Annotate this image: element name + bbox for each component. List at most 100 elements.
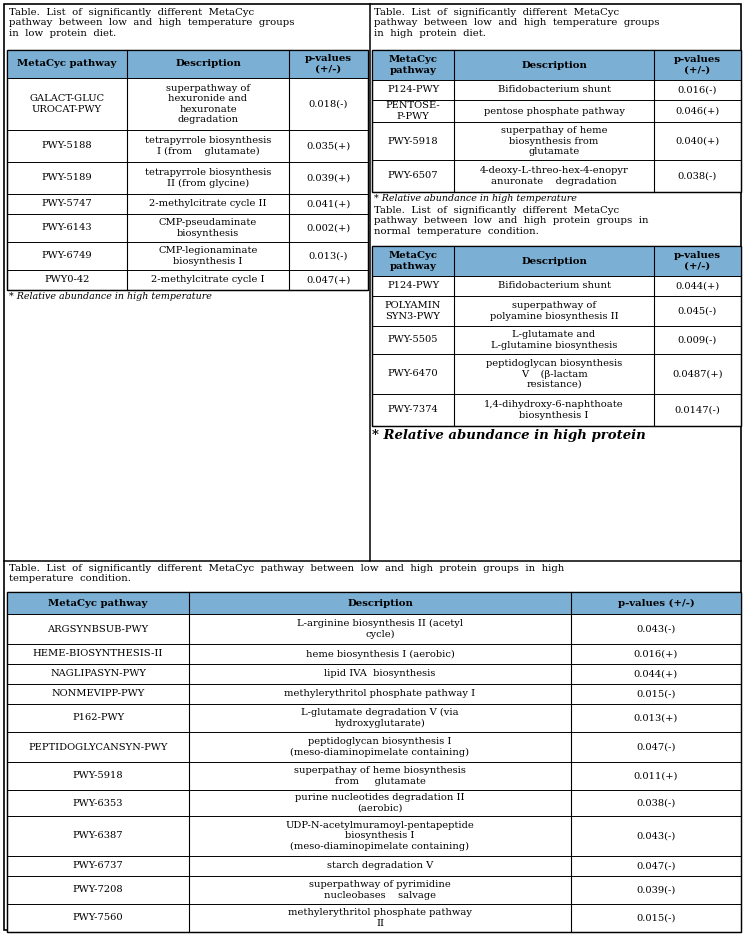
Text: 0.011(+): 0.011(+) <box>634 771 678 781</box>
Bar <box>372 50 741 192</box>
Bar <box>7 592 741 614</box>
Text: MetaCyc pathway: MetaCyc pathway <box>17 60 117 68</box>
Text: methylerythritol phosphate pathway
II: methylerythritol phosphate pathway II <box>288 908 472 927</box>
Text: 0.016(+): 0.016(+) <box>634 649 678 658</box>
Text: 0.047(-): 0.047(-) <box>636 743 676 752</box>
Text: 0.043(-): 0.043(-) <box>636 625 676 633</box>
Text: 0.047(+): 0.047(+) <box>306 276 351 285</box>
Text: 0.040(+): 0.040(+) <box>676 136 720 146</box>
Text: Table.  List  of  significantly  different  MetaCyc
pathway  between  low  and  : Table. List of significantly different M… <box>374 206 648 235</box>
Text: CMP-pseudaminate
biosynthesis: CMP-pseudaminate biosynthesis <box>159 219 257 237</box>
Text: 0.043(-): 0.043(-) <box>636 831 676 841</box>
Text: starch degradation V: starch degradation V <box>327 861 433 870</box>
Text: 0.039(-): 0.039(-) <box>636 885 676 895</box>
Text: 2-methylcitrate cycle I: 2-methylcitrate cycle I <box>151 276 264 285</box>
Text: PWY-5918: PWY-5918 <box>387 136 438 146</box>
Text: P124-PWY: P124-PWY <box>387 86 439 94</box>
Text: L-glutamate and
L-glutamine biosynthesis: L-glutamate and L-glutamine biosynthesis <box>491 331 617 349</box>
Text: tetrapyrrole biosynthesis
I (from    glutamate): tetrapyrrole biosynthesis I (from glutam… <box>145 136 271 156</box>
Text: PWY-6143: PWY-6143 <box>42 223 92 233</box>
Text: PWY-7374: PWY-7374 <box>387 405 438 415</box>
Bar <box>7 592 741 932</box>
Text: 0.039(+): 0.039(+) <box>306 174 351 182</box>
Text: 0.044(+): 0.044(+) <box>634 670 678 678</box>
Text: 0.038(-): 0.038(-) <box>636 799 676 808</box>
Text: PWY0-42: PWY0-42 <box>44 276 89 285</box>
Text: superpathway of pyrimidine
nucleobases    salvage: superpathway of pyrimidine nucleobases s… <box>309 881 451 899</box>
Text: L-arginine biosynthesis II (acetyl
cycle): L-arginine biosynthesis II (acetyl cycle… <box>297 619 463 639</box>
Text: 1,4-dihydroxy-6-naphthoate
biosynthesis I: 1,4-dihydroxy-6-naphthoate biosynthesis … <box>484 401 624 419</box>
Bar <box>7 50 368 78</box>
Text: PWY-5747: PWY-5747 <box>42 200 92 208</box>
Text: 0.0487(+): 0.0487(+) <box>672 370 723 378</box>
Text: 0.018(-): 0.018(-) <box>308 100 348 108</box>
Text: 0.044(+): 0.044(+) <box>676 281 720 290</box>
Text: PEPTIDOGLYCANSYN-PWY: PEPTIDOGLYCANSYN-PWY <box>28 743 168 752</box>
Text: Description: Description <box>347 599 413 607</box>
Text: purine nucleotides degradation II
(aerobic): purine nucleotides degradation II (aerob… <box>295 793 465 813</box>
Text: * Relative abundance in high protein: * Relative abundance in high protein <box>372 429 646 442</box>
Text: PWY-7560: PWY-7560 <box>73 913 124 923</box>
Text: CMP-legionaminate
biosynthesis I: CMP-legionaminate biosynthesis I <box>158 247 258 265</box>
Text: 0.009(-): 0.009(-) <box>678 335 717 345</box>
Text: 0.015(-): 0.015(-) <box>636 689 676 699</box>
Text: superpathay of heme
biosynthesis from
glutamate: superpathay of heme biosynthesis from gl… <box>501 126 607 156</box>
Text: 0.041(+): 0.041(+) <box>306 200 351 208</box>
Text: lipid IVA  biosynthesis: lipid IVA biosynthesis <box>324 670 436 678</box>
Text: L-glutamate degradation V (via
hydroxyglutarate): L-glutamate degradation V (via hydroxygl… <box>301 708 459 728</box>
Text: p-values
(+/-): p-values (+/-) <box>674 55 721 75</box>
Text: 0.016(-): 0.016(-) <box>678 86 717 94</box>
Text: superpathay of heme biosynthesis
from     glutamate: superpathay of heme biosynthesis from gl… <box>294 766 466 785</box>
Text: 0.002(+): 0.002(+) <box>306 223 351 233</box>
Text: Table.  List  of  significantly  different  MetaCyc  pathway  between  low  and : Table. List of significantly different M… <box>9 564 564 584</box>
Text: PWY-6353: PWY-6353 <box>73 799 123 808</box>
Text: Bifidobacterium shunt: Bifidobacterium shunt <box>498 281 610 290</box>
Text: 0.047(-): 0.047(-) <box>636 861 676 870</box>
Text: PWY-5505: PWY-5505 <box>387 335 438 345</box>
Text: PWY-6737: PWY-6737 <box>72 861 124 870</box>
Text: PWY-7208: PWY-7208 <box>73 885 124 895</box>
Text: Description: Description <box>521 61 587 69</box>
Bar <box>372 246 741 426</box>
Text: superpathway of
polyamine biosynthesis II: superpathway of polyamine biosynthesis I… <box>489 302 618 320</box>
Bar <box>372 246 741 426</box>
Text: 0.0147(-): 0.0147(-) <box>674 405 720 415</box>
Text: 2-methylcitrate cycle II: 2-methylcitrate cycle II <box>149 200 267 208</box>
Text: Description: Description <box>175 60 241 68</box>
Text: ARGSYNBSUB-PWY: ARGSYNBSUB-PWY <box>48 625 148 633</box>
Text: 0.035(+): 0.035(+) <box>306 141 351 150</box>
Text: PWY-6470: PWY-6470 <box>387 370 438 378</box>
Text: heme biosynthesis I (aerobic): heme biosynthesis I (aerobic) <box>305 649 454 658</box>
Text: methylerythritol phosphate pathway I: methylerythritol phosphate pathway I <box>285 689 475 699</box>
Text: PWY-6749: PWY-6749 <box>42 251 92 261</box>
Text: MetaCyc pathway: MetaCyc pathway <box>48 599 148 607</box>
Text: tetrapyrrole biosynthesis
II (from glycine): tetrapyrrole biosynthesis II (from glyci… <box>145 168 271 188</box>
Text: p-values
(+/-): p-values (+/-) <box>305 54 352 74</box>
Text: * Relative abundance in high temperature: * Relative abundance in high temperature <box>374 194 577 203</box>
Bar <box>372 50 741 80</box>
Text: NAGLIPASYN-PWY: NAGLIPASYN-PWY <box>50 670 146 678</box>
Text: Description: Description <box>521 257 587 265</box>
Text: PWY-6507: PWY-6507 <box>387 172 438 180</box>
Text: PWY-5918: PWY-5918 <box>73 771 124 781</box>
Text: PWY-5188: PWY-5188 <box>42 141 92 150</box>
Text: UDP-N-acetylmuramoyl-pentapeptide
biosynthesis I
(meso-diaminopimelate containin: UDP-N-acetylmuramoyl-pentapeptide biosyn… <box>285 821 475 851</box>
Text: 0.046(+): 0.046(+) <box>676 106 720 116</box>
Text: MetaCyc
pathway: MetaCyc pathway <box>388 55 437 75</box>
Text: PWY-5189: PWY-5189 <box>42 174 92 182</box>
Text: peptidoglycan biosynthesis I
(meso-diaminopimelate containing): peptidoglycan biosynthesis I (meso-diami… <box>291 737 469 757</box>
Text: Bifidobacterium shunt: Bifidobacterium shunt <box>498 86 610 94</box>
Text: 0.038(-): 0.038(-) <box>678 172 717 180</box>
Text: POLYAMIN
SYN3-PWY: POLYAMIN SYN3-PWY <box>385 302 441 320</box>
Text: Table.  List  of  significantly  different  MetaCyc
pathway  between  low  and  : Table. List of significantly different M… <box>374 8 659 37</box>
Text: * Relative abundance in high temperature: * Relative abundance in high temperature <box>9 292 212 301</box>
Text: Table.  List  of  significantly  different  MetaCyc
pathway  between  low  and  : Table. List of significantly different M… <box>9 8 294 37</box>
Text: MetaCyc
pathway: MetaCyc pathway <box>388 251 437 271</box>
Bar <box>7 50 368 290</box>
Text: 0.045(-): 0.045(-) <box>678 306 717 316</box>
Text: GALACT-GLUC
UROCAT-PWY: GALACT-GLUC UROCAT-PWY <box>30 94 104 114</box>
Bar <box>7 50 368 290</box>
Text: P124-PWY: P124-PWY <box>387 281 439 290</box>
Text: 4-deoxy-L-threo-hex-4-enopyr
anuronate    degradation: 4-deoxy-L-threo-hex-4-enopyr anuronate d… <box>480 166 628 186</box>
Text: 0.013(-): 0.013(-) <box>308 251 348 261</box>
